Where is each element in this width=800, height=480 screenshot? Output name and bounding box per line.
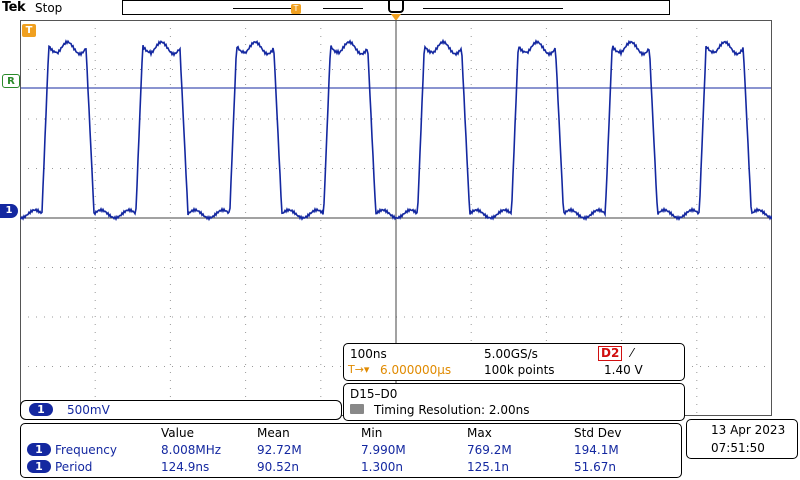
timing-resolution: Timing Resolution: 2.00ns (374, 403, 530, 417)
sample-rate: 5.00GS/s (484, 347, 538, 361)
measurement-channel-badge: 1 (27, 443, 51, 456)
record-trigger-icon: T (291, 4, 301, 14)
measurement-header: Value (161, 426, 194, 440)
date-time-readout[interactable]: 13 Apr 2023 07:51:50 (686, 419, 798, 459)
measurement-channel-badge: 1 (27, 460, 51, 473)
measurement-name: Frequency (55, 443, 117, 457)
measurement-name: Period (55, 460, 93, 474)
reference-marker[interactable]: R (2, 74, 20, 88)
horizontal-scale: 100ns (350, 347, 387, 361)
channel-1-ground-marker[interactable]: 1 (0, 204, 18, 218)
measurement-header: Min (361, 426, 383, 440)
measurement-value: 51.67n (574, 460, 616, 474)
record-line-right (423, 8, 563, 9)
timebase-readout[interactable]: 100ns 5.00GS/s D2 ⁄ T→▾ 6.000000µs 100k … (343, 343, 685, 381)
trigger-position-icon (391, 14, 401, 21)
measurement-header: Std Dev (574, 426, 622, 440)
measurement-header: Mean (257, 426, 290, 440)
measurement-value: 1.300n (361, 460, 403, 474)
measurement-value: 7.990M (361, 443, 406, 457)
record-window-icon[interactable] (388, 1, 404, 13)
trigger-level-marker[interactable]: T (22, 24, 36, 37)
measurement-header: Max (467, 426, 492, 440)
record-line-left (233, 8, 293, 9)
measurement-value: 124.9ns (161, 460, 210, 474)
channel-badge: 1 (29, 403, 53, 416)
measurement-value: 92.72M (257, 443, 302, 457)
measurement-panel[interactable]: Value Mean Min Max Std Dev 1 Frequency 8.008MH… (20, 423, 682, 478)
time: 07:51:50 (711, 441, 765, 455)
trigger-source: D2 (598, 346, 623, 361)
measurement-value: 90.52n (257, 460, 299, 474)
measurement-value: 194.1M (574, 443, 619, 457)
digital-channel-icon (350, 404, 364, 414)
digital-readout[interactable]: D15–D0 Timing Resolution: 2.00ns (343, 383, 685, 421)
channel-scale-readout[interactable]: 1 500mV (20, 400, 342, 420)
run-state[interactable]: Stop (35, 1, 63, 15)
measurement-value: 8.008MHz (161, 443, 222, 457)
record-length: 100k points (484, 363, 555, 377)
brand-logo: Tek (2, 0, 26, 15)
measurement-value: 769.2M (467, 443, 512, 457)
record-line-mid (323, 8, 363, 9)
trigger-level: 1.40 V (604, 363, 643, 377)
trigger-delay-icon: T→▾ (348, 363, 370, 376)
measurement-value: 125.1n (467, 460, 509, 474)
top-status-bar: Tek Stop T (0, 0, 800, 21)
date: 13 Apr 2023 (711, 423, 786, 437)
trigger-slope-icon: ⁄ (631, 346, 634, 360)
channel-scale: 500mV (67, 403, 110, 417)
channel-1-waveform (20, 38, 772, 222)
trigger-delay: 6.000000µs (380, 363, 452, 377)
digital-label: D15–D0 (350, 387, 398, 401)
